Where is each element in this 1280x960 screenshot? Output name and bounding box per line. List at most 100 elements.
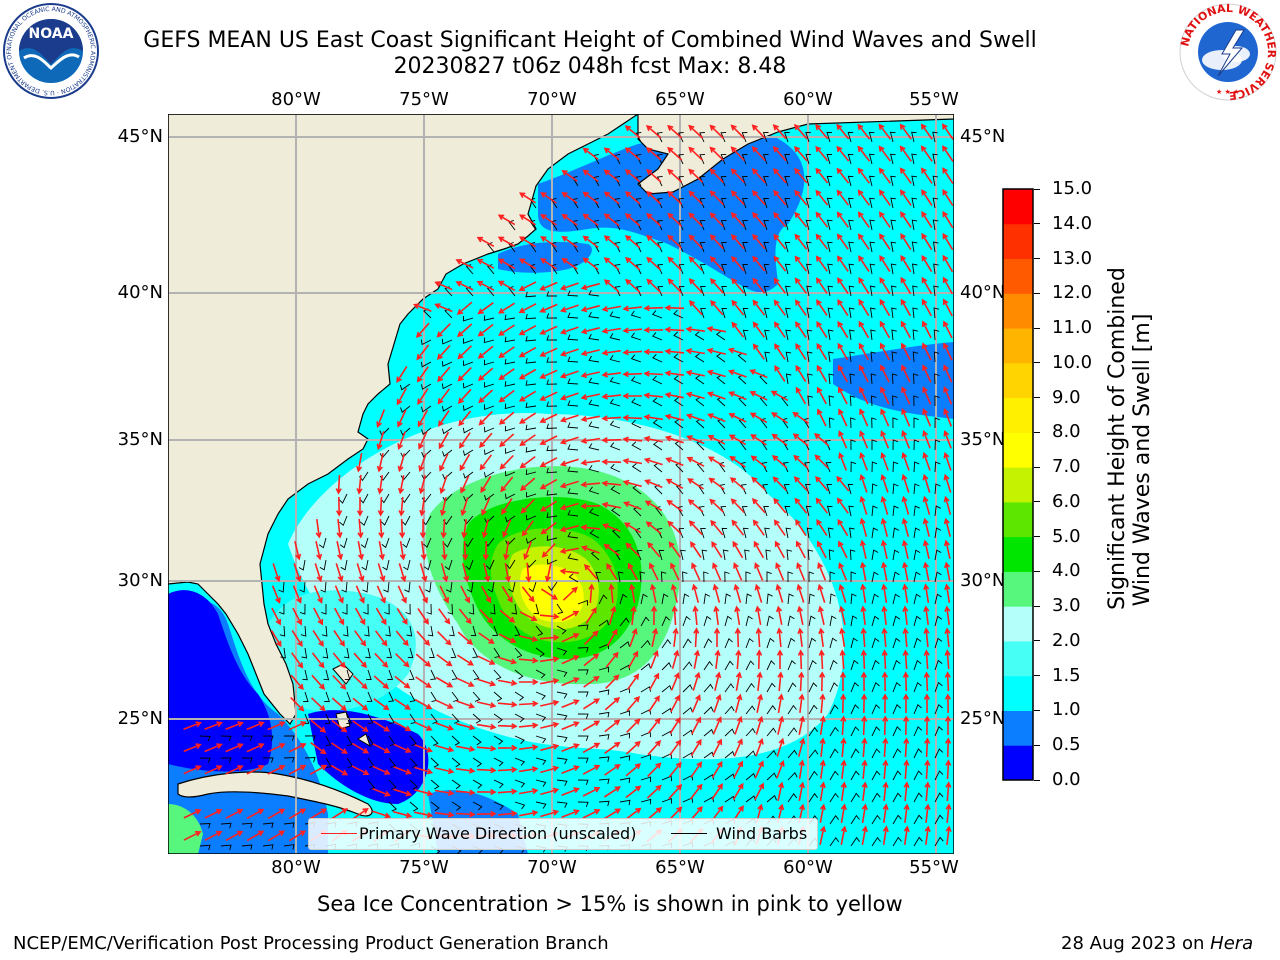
wind-barb	[716, 374, 726, 385]
wind-barb	[678, 175, 684, 187]
wind-barb	[619, 799, 631, 806]
wave-direction-arrow	[944, 693, 951, 714]
wind-barb	[556, 647, 568, 656]
wave-direction-arrow	[840, 759, 847, 779]
wave-direction-arrow	[646, 256, 662, 271]
wave-direction-arrow	[518, 744, 539, 751]
wave-direction-arrow	[859, 517, 868, 537]
wave-direction-arrow	[580, 481, 601, 488]
wind-barb	[850, 659, 859, 671]
wave-direction-arrow	[903, 759, 910, 780]
wave-direction-arrow	[646, 234, 662, 249]
wind-barb	[588, 355, 600, 363]
wave-direction-arrow	[645, 521, 662, 535]
wave-direction-arrow	[901, 539, 909, 559]
wind-barb	[890, 219, 897, 231]
wave-direction-arrow	[859, 430, 869, 449]
sea-ice-note: Sea Ice Concentration > 15% is shown in …	[317, 892, 903, 916]
wind-barb	[567, 444, 579, 451]
wind-barb	[535, 757, 547, 766]
wind-barb	[720, 153, 727, 165]
wave-direction-arrow	[456, 745, 476, 752]
wind-barb	[934, 395, 940, 407]
wave-direction-arrow	[476, 258, 495, 269]
wave-direction-arrow	[707, 456, 726, 468]
wave-direction-arrow	[627, 650, 639, 669]
lon-label-top-80w: 80°W	[271, 89, 321, 110]
wave-direction-arrow	[837, 299, 849, 317]
wind-barb	[504, 403, 516, 410]
wind-barb	[472, 757, 483, 767]
wave-direction-arrow	[479, 454, 493, 471]
wave-direction-arrow	[646, 212, 662, 227]
wave-direction-arrow	[478, 632, 495, 645]
wave-direction-arrow	[770, 390, 789, 402]
colorbar-tick	[1034, 258, 1040, 260]
wind-barb	[720, 220, 727, 231]
wind-barb	[598, 711, 610, 718]
wave-direction-arrow	[335, 563, 344, 583]
wave-direction-arrow	[519, 434, 536, 447]
wave-direction-arrow	[204, 809, 223, 819]
wave-direction-arrow	[483, 563, 491, 583]
wind-barb	[848, 263, 855, 275]
wave-direction-arrow	[711, 760, 723, 779]
wave-direction-arrow	[356, 452, 363, 473]
wind-barb	[703, 706, 714, 715]
wind-barb	[430, 779, 440, 790]
wind-barb	[588, 333, 600, 341]
wind-barb	[766, 682, 776, 693]
wave-direction-arrow	[691, 716, 702, 735]
wind-barb	[199, 735, 211, 742]
wind-barb	[447, 603, 453, 615]
wave-direction-arrow	[580, 304, 600, 313]
nws-logo: NATIONAL WEATHER SERVICE ★ ★ ★	[1178, 2, 1278, 102]
wind-barb	[546, 379, 558, 385]
wind-barb	[890, 153, 896, 165]
wind-barb	[762, 132, 769, 143]
wave-direction-arrow	[582, 235, 599, 249]
wind-barb	[932, 131, 938, 143]
wave-direction-arrow	[793, 476, 808, 492]
wave-direction-arrow	[792, 433, 809, 447]
wind-barb	[715, 331, 726, 341]
wave-direction-arrow	[439, 497, 447, 517]
wind-barb	[850, 615, 858, 627]
wave-direction-arrow	[921, 276, 933, 295]
wind-barb	[912, 307, 918, 319]
wave-direction-arrow	[645, 146, 662, 161]
wave-direction-arrow	[690, 541, 702, 558]
wind-barb	[703, 728, 714, 737]
wave-direction-arrow	[608, 583, 615, 604]
wave-direction-arrow	[920, 123, 933, 140]
wave-direction-arrow	[836, 255, 849, 272]
wind-barb-swatch	[671, 833, 707, 834]
wind-barb	[631, 419, 642, 429]
wind-barb	[695, 374, 705, 385]
wind-barb	[630, 310, 642, 319]
wave-direction-arrow	[670, 672, 680, 691]
wind-barb	[850, 682, 859, 693]
wind-barb	[680, 549, 686, 561]
wave-direction-arrow	[559, 326, 579, 335]
wind-barb	[401, 515, 411, 526]
wind-barb	[588, 508, 600, 517]
wave-direction-arrow	[923, 715, 931, 736]
wind-barb	[304, 735, 316, 741]
wave-direction-arrow	[393, 743, 412, 753]
wave-direction-arrow	[860, 671, 868, 692]
wind-barb	[362, 581, 369, 593]
wave-direction-arrow	[291, 629, 303, 647]
wind-barb	[682, 615, 691, 627]
wind-barb	[546, 313, 558, 319]
wave-direction-arrow	[943, 320, 953, 339]
wave-direction-arrow	[481, 519, 489, 539]
wave-direction-arrow	[816, 321, 828, 339]
wind-barb	[913, 395, 919, 407]
wind-barb	[805, 154, 812, 165]
lon-label-top-60w: 60°W	[783, 89, 833, 110]
wave-direction-arrow	[923, 693, 931, 714]
wave-direction-arrow	[437, 366, 451, 383]
wave-direction-arrow	[923, 605, 930, 626]
wind-barb	[720, 505, 727, 517]
